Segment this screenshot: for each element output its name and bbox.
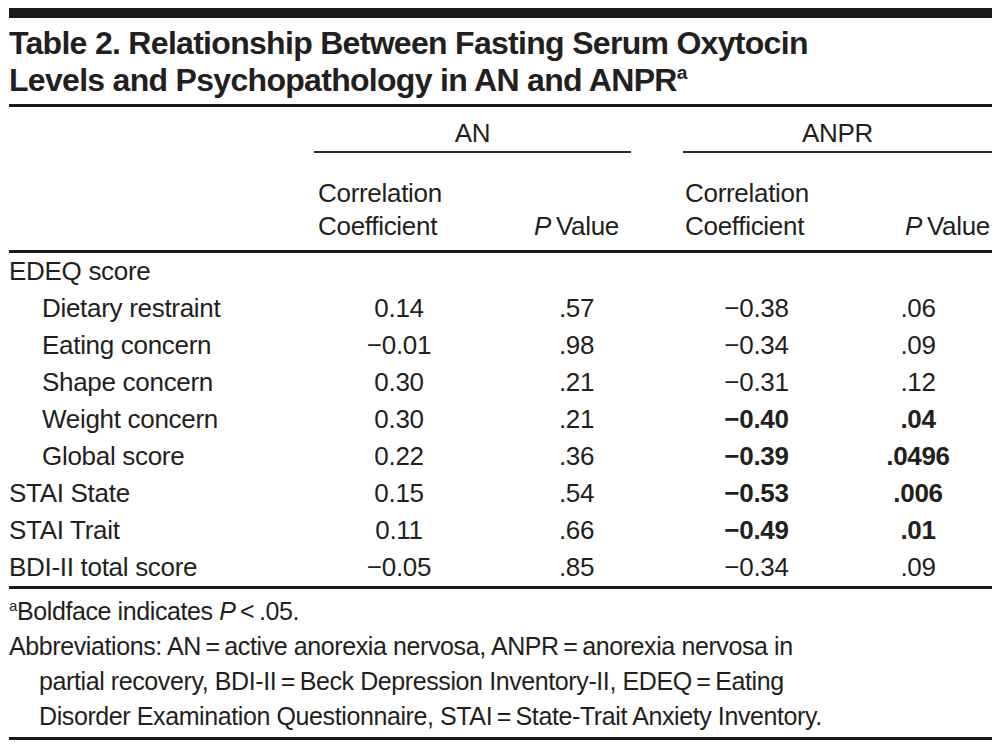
cell-an-corr: −0.05 [314,549,484,586]
table-row-stai-trait: STAI Trait 0.11 .66 −0.49 .01 [9,512,992,549]
footnote-abbreviations-line3: Disorder Examination Questionnaire, STAI… [9,699,992,734]
cell-anpr-p: .09 [844,549,992,586]
cell-an-corr: 0.14 [314,290,484,327]
cell-anpr-corr [669,252,844,291]
cell-an-p [484,252,669,291]
cell-an-corr [314,252,484,291]
cell-an-p: .57 [484,290,669,327]
table-row-stai-state: STAI State 0.15 .54 −0.53 .006 [9,475,992,512]
row-label: BDI-II total score [9,549,314,586]
table-row-eating-concern: Eating concern −0.01 .98 −0.34 .09 [9,327,992,364]
footnotes: aBoldface indicates P < .05. Abbreviatio… [9,594,992,734]
group-cell-anpr: ANPR [669,107,992,153]
table-row-weight-concern: Weight concern 0.30 .21 −0.40 .04 [9,401,992,438]
table-title-line2: Levels and Psychopathology in AN and ANP… [9,62,677,98]
cell-anpr-p: .12 [844,364,992,401]
group-label-an: AN [314,118,631,153]
cell-an-corr: 0.15 [314,475,484,512]
row-label: Dietary restraint [9,290,314,327]
cell-anpr-p-significant: .04 [844,401,992,438]
row-label: STAI Trait [9,512,314,549]
row-label: STAI State [9,475,314,512]
table-row-edeq-score: EDEQ score [9,252,992,291]
col-header-an-pvalue: P Value [484,153,669,252]
footnote-abbreviations-line1: Abbreviations: AN = active anorexia nerv… [9,629,992,664]
cell-an-p: .54 [484,475,669,512]
p-italic: P [534,211,551,241]
table-header: AN ANPR Correlation Coefficient P Value … [9,107,992,252]
column-header-row: Correlation Coefficient P Value Correlat… [9,153,992,252]
cell-anpr-p [844,252,992,291]
table-bottom-rule [9,737,992,740]
cell-anpr-p-significant: .01 [844,512,992,549]
col-header-anpr-pvalue: P Value [844,153,992,252]
cell-anpr-p-significant: .006 [844,475,992,512]
p-rest: Value [922,211,990,241]
group-label-anpr: ANPR [683,118,992,153]
col-header-an-correlation: Correlation Coefficient [314,153,484,252]
table-body: EDEQ score Dietary restraint 0.14 .57 −0… [9,252,992,587]
table-title: Table 2. Relationship Between Fasting Se… [9,25,992,99]
table-title-footnote-marker: a [677,62,687,83]
row-label: Shape concern [9,364,314,401]
row-label: Eating concern [9,327,314,364]
cell-anpr-p: .09 [844,327,992,364]
table-row-global-score: Global score 0.22 .36 −0.39 .0496 [9,438,992,475]
group-cell-an: AN [314,107,669,153]
footnote-marker: a [9,597,17,614]
p-italic: P [219,597,235,625]
cell-an-p: .21 [484,401,669,438]
row-label: EDEQ score [9,252,314,291]
table-top-bar [9,8,992,18]
cell-an-p: .21 [484,364,669,401]
group-header-row: AN ANPR [9,107,992,153]
table-row-dietary-restraint: Dietary restraint 0.14 .57 −0.38 .06 [9,290,992,327]
cell-anpr-corr-significant: −0.40 [669,401,844,438]
table-title-line1: Table 2. Relationship Between Fasting Se… [9,25,808,61]
cell-an-corr: 0.11 [314,512,484,549]
rule-below-body [9,586,992,589]
p-rest: Value [551,211,619,241]
cell-anpr-corr-significant: −0.53 [669,475,844,512]
col-header-anpr-correlation: Correlation Coefficient [669,153,844,252]
cell-an-corr: 0.30 [314,401,484,438]
cell-an-corr: −0.01 [314,327,484,364]
p-italic: P [905,211,922,241]
row-label: Global score [9,438,314,475]
row-label: Weight concern [9,401,314,438]
cell-an-p: .85 [484,549,669,586]
footnote-abbreviations-line2: partial recovery, BDI-II = Beck Depressi… [9,664,992,699]
cell-an-p: .36 [484,438,669,475]
cell-an-corr: 0.22 [314,438,484,475]
cell-anpr-p: .06 [844,290,992,327]
cell-anpr-corr: −0.34 [669,549,844,586]
footnote-boldface: aBoldface indicates P < .05. [9,594,992,629]
article-table-page: Table 2. Relationship Between Fasting Se… [0,0,1000,745]
cell-anpr-corr-significant: −0.49 [669,512,844,549]
table-row-shape-concern: Shape concern 0.30 .21 −0.31 .12 [9,364,992,401]
cell-anpr-corr: −0.31 [669,364,844,401]
empty-stub-cell [9,107,314,153]
cell-anpr-corr-significant: −0.39 [669,438,844,475]
table-row-bdi-total: BDI-II total score −0.05 .85 −0.34 .09 [9,549,992,586]
cell-an-corr: 0.30 [314,364,484,401]
cell-anpr-p-significant: .0496 [844,438,992,475]
cell-an-p: .98 [484,327,669,364]
correlation-table: AN ANPR Correlation Coefficient P Value … [9,107,992,586]
cell-anpr-corr: −0.34 [669,327,844,364]
cell-anpr-corr: −0.38 [669,290,844,327]
cell-an-p: .66 [484,512,669,549]
empty-stub-cell [9,153,314,252]
